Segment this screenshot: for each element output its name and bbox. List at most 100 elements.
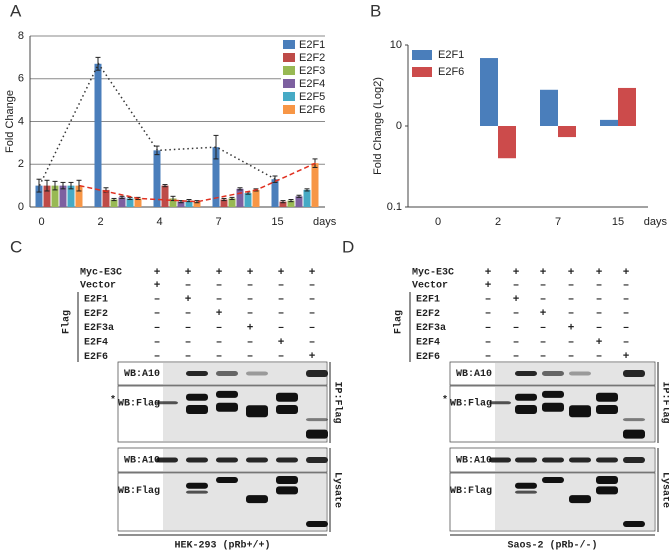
band xyxy=(186,482,208,489)
band xyxy=(216,457,238,463)
sign: + xyxy=(596,337,603,349)
bar xyxy=(118,197,126,207)
blot-membrane xyxy=(495,363,654,384)
sign: – xyxy=(540,280,547,292)
section-label: IP:Flag xyxy=(659,381,669,423)
legend-label: E2F6 xyxy=(299,104,325,116)
band xyxy=(596,486,618,495)
error-bar xyxy=(111,197,117,202)
sign: – xyxy=(623,294,630,306)
y-tick-label: 10 xyxy=(390,39,402,51)
bar xyxy=(228,198,236,207)
error-bar xyxy=(280,200,286,204)
sign: + xyxy=(623,267,630,279)
sign: – xyxy=(309,337,316,349)
band xyxy=(489,457,511,463)
band xyxy=(276,475,298,484)
band xyxy=(276,392,298,402)
sign: – xyxy=(596,308,603,320)
band xyxy=(156,401,178,405)
sign: – xyxy=(596,351,603,363)
bar xyxy=(35,185,43,207)
sign: – xyxy=(568,294,575,306)
bar xyxy=(271,179,279,207)
sign: – xyxy=(485,337,492,349)
band xyxy=(596,457,618,463)
blot-label: WB:A10 xyxy=(124,456,160,467)
blot-label: WB:Flag xyxy=(450,397,492,409)
sign: + xyxy=(513,267,520,279)
sign: – xyxy=(513,337,520,349)
band xyxy=(569,371,591,376)
bar xyxy=(59,185,67,207)
bar xyxy=(75,185,83,207)
sign: – xyxy=(309,323,316,335)
y-axis-label: Fold Change (Log2) xyxy=(372,77,384,175)
band xyxy=(216,476,238,483)
sign: – xyxy=(278,280,285,292)
trend-line xyxy=(38,62,276,186)
blot-label: WB:A10 xyxy=(456,369,492,380)
band xyxy=(186,371,208,376)
band xyxy=(216,390,238,398)
row-name: E2F6 xyxy=(416,352,440,363)
x-axis-label: days xyxy=(644,216,668,228)
error-bar xyxy=(213,134,219,160)
sign: – xyxy=(185,280,192,292)
sign: – xyxy=(540,337,547,349)
band xyxy=(306,457,328,463)
panel-label: B xyxy=(370,1,381,20)
bar xyxy=(311,163,319,207)
sign: – xyxy=(596,323,603,335)
bar xyxy=(102,189,110,207)
row-name: E2F6 xyxy=(84,352,108,363)
legend-swatch xyxy=(412,67,432,77)
sign: – xyxy=(568,308,575,320)
bar xyxy=(193,201,201,207)
bar xyxy=(94,63,102,207)
asterisk: * xyxy=(110,394,116,406)
band xyxy=(216,402,238,412)
bar xyxy=(498,126,516,159)
legend-label: E2F4 xyxy=(299,78,325,90)
bar xyxy=(177,201,185,207)
band xyxy=(306,370,328,377)
error-bar xyxy=(127,196,133,201)
sign: – xyxy=(596,294,603,306)
bar xyxy=(110,199,118,207)
x-tick-label: 15 xyxy=(612,216,624,228)
error-bar xyxy=(304,188,310,192)
bar xyxy=(67,185,75,207)
sign: – xyxy=(309,308,316,320)
sign: + xyxy=(278,337,285,349)
sign: – xyxy=(278,294,285,306)
sign: – xyxy=(623,323,630,335)
band xyxy=(216,371,238,376)
band xyxy=(276,486,298,495)
band xyxy=(542,402,564,412)
sign: – xyxy=(623,308,630,320)
bar xyxy=(51,185,59,207)
blot-label: WB:Flag xyxy=(118,485,160,497)
sign: – xyxy=(185,351,192,363)
band xyxy=(276,457,298,463)
error-bar xyxy=(60,181,66,190)
error-bar xyxy=(119,195,125,199)
sign: – xyxy=(154,323,161,335)
error-bar xyxy=(237,187,243,191)
row-name: E2F3a xyxy=(416,323,446,334)
asterisk: * xyxy=(442,394,448,406)
sign: – xyxy=(185,308,192,320)
sign: – xyxy=(309,294,316,306)
x-axis-label: days xyxy=(313,216,337,228)
row-name: Vector xyxy=(80,281,116,292)
bar xyxy=(244,193,252,207)
x-tick-label: 0 xyxy=(435,216,441,228)
band xyxy=(623,521,645,528)
section-label: Lysate xyxy=(331,472,342,508)
row-name: E2F2 xyxy=(84,309,108,320)
band xyxy=(596,475,618,484)
blot-label: WB:Flag xyxy=(450,485,492,497)
sign: – xyxy=(247,294,254,306)
sign: + xyxy=(623,351,630,363)
